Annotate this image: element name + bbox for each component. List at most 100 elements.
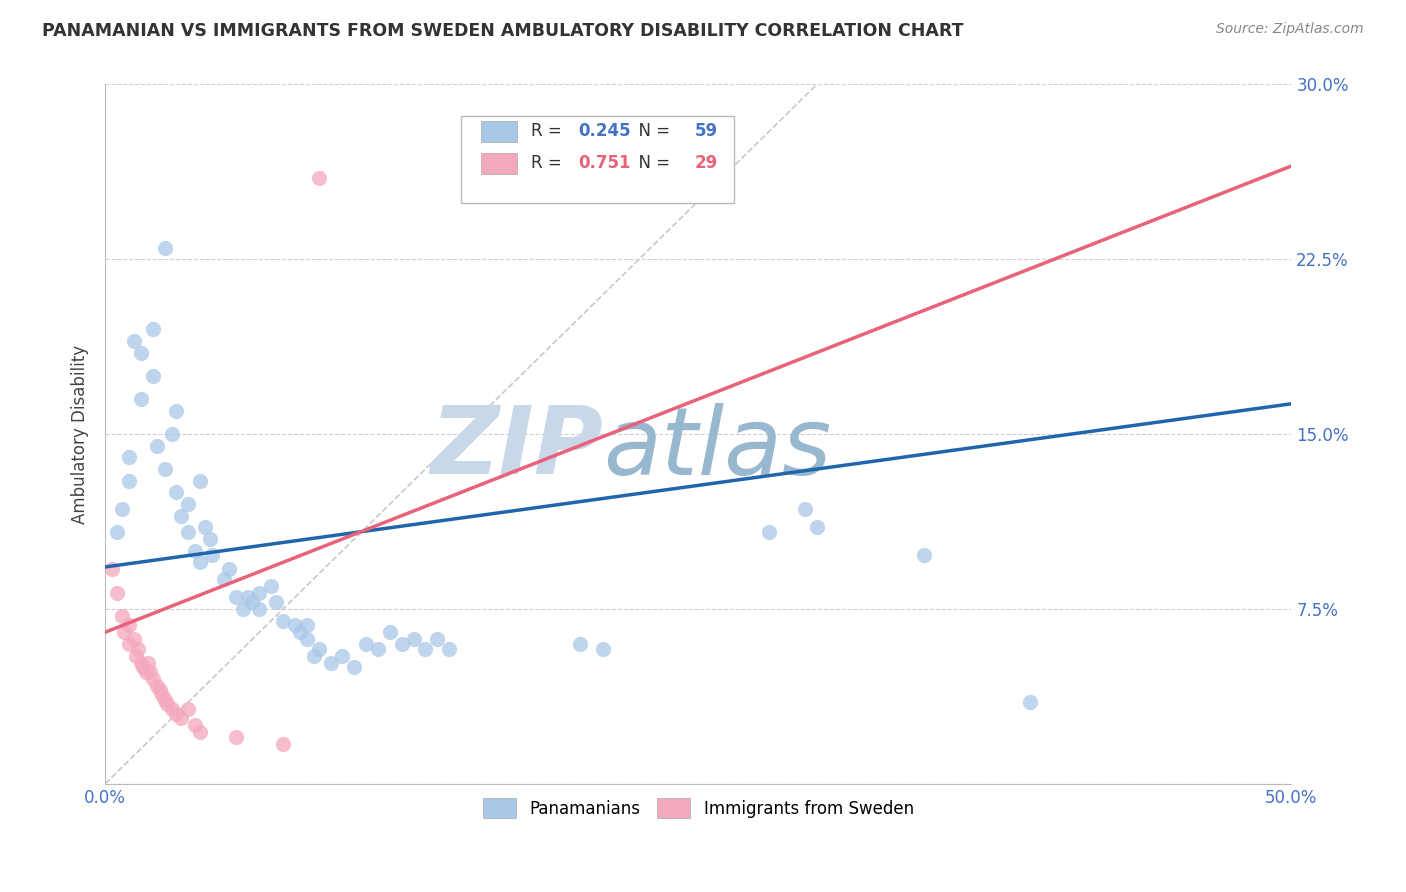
Y-axis label: Ambulatory Disability: Ambulatory Disability — [72, 344, 89, 524]
Point — [142, 368, 165, 383]
Point — [129, 392, 152, 406]
Point — [135, 665, 157, 679]
Point — [111, 608, 134, 623]
Point — [284, 618, 307, 632]
Point — [184, 718, 207, 732]
Text: PANAMANIAN VS IMMIGRANTS FROM SWEDEN AMBULATORY DISABILITY CORRELATION CHART: PANAMANIAN VS IMMIGRANTS FROM SWEDEN AMB… — [42, 22, 963, 40]
Point — [150, 688, 173, 702]
Legend: Panamanians, Immigrants from Sweden: Panamanians, Immigrants from Sweden — [477, 792, 921, 824]
Point — [136, 656, 159, 670]
Point — [129, 345, 152, 359]
Point — [236, 591, 259, 605]
Point — [295, 632, 318, 647]
Point — [319, 656, 342, 670]
Point — [177, 497, 200, 511]
Point — [165, 485, 187, 500]
Point — [105, 524, 128, 539]
Point — [153, 241, 176, 255]
Point — [122, 632, 145, 647]
Point — [105, 585, 128, 599]
Point — [122, 334, 145, 348]
Point — [437, 641, 460, 656]
Text: R =: R = — [531, 122, 567, 140]
Point — [378, 625, 401, 640]
Text: ZIP: ZIP — [430, 402, 603, 494]
Point — [118, 637, 141, 651]
Text: atlas: atlas — [603, 402, 831, 493]
Point — [198, 532, 221, 546]
Point — [367, 641, 389, 656]
Point — [118, 618, 141, 632]
Point — [153, 462, 176, 476]
Point — [132, 660, 155, 674]
Text: 0.245: 0.245 — [578, 122, 631, 140]
Point — [118, 450, 141, 465]
Point — [142, 322, 165, 336]
Point — [165, 706, 187, 721]
Point — [260, 579, 283, 593]
Point — [415, 641, 437, 656]
Point — [188, 474, 211, 488]
Point — [402, 632, 425, 647]
Point — [240, 595, 263, 609]
Point — [264, 595, 287, 609]
Point — [343, 660, 366, 674]
Point — [332, 648, 354, 663]
Point — [288, 625, 311, 640]
Point — [170, 508, 193, 523]
Bar — [481, 153, 517, 174]
FancyBboxPatch shape — [461, 116, 734, 203]
Point — [170, 711, 193, 725]
Point — [177, 524, 200, 539]
Text: N =: N = — [628, 154, 676, 172]
Bar — [481, 120, 517, 142]
Point — [149, 683, 172, 698]
Point — [101, 562, 124, 576]
Point — [212, 572, 235, 586]
Point — [295, 618, 318, 632]
Point — [232, 602, 254, 616]
Point — [153, 693, 176, 707]
Point — [249, 602, 271, 616]
Point — [302, 648, 325, 663]
Text: R =: R = — [531, 154, 567, 172]
Point — [758, 524, 780, 539]
Point — [112, 625, 135, 640]
Point — [568, 637, 591, 651]
Point — [142, 672, 165, 686]
Point — [146, 679, 169, 693]
Point — [225, 730, 247, 744]
Text: 0.751: 0.751 — [578, 154, 631, 172]
Point — [308, 641, 330, 656]
Point — [118, 474, 141, 488]
Point — [165, 404, 187, 418]
Point — [592, 641, 614, 656]
Point — [354, 637, 377, 651]
Point — [794, 501, 817, 516]
Point — [194, 520, 217, 534]
Text: 29: 29 — [695, 154, 718, 172]
Text: 59: 59 — [695, 122, 718, 140]
Point — [184, 543, 207, 558]
Point — [391, 637, 413, 651]
Point — [111, 501, 134, 516]
Point — [127, 641, 149, 656]
Point — [160, 427, 183, 442]
Point — [426, 632, 449, 647]
Point — [146, 439, 169, 453]
Point — [201, 549, 224, 563]
Point — [188, 725, 211, 739]
Point — [271, 737, 294, 751]
Text: N =: N = — [628, 122, 676, 140]
Point — [308, 170, 330, 185]
Point — [177, 702, 200, 716]
Point — [225, 591, 247, 605]
Point — [125, 648, 148, 663]
Point — [218, 562, 240, 576]
Point — [912, 549, 935, 563]
Point — [271, 614, 294, 628]
Point — [249, 585, 271, 599]
Point — [139, 665, 162, 679]
Point — [129, 656, 152, 670]
Text: Source: ZipAtlas.com: Source: ZipAtlas.com — [1216, 22, 1364, 37]
